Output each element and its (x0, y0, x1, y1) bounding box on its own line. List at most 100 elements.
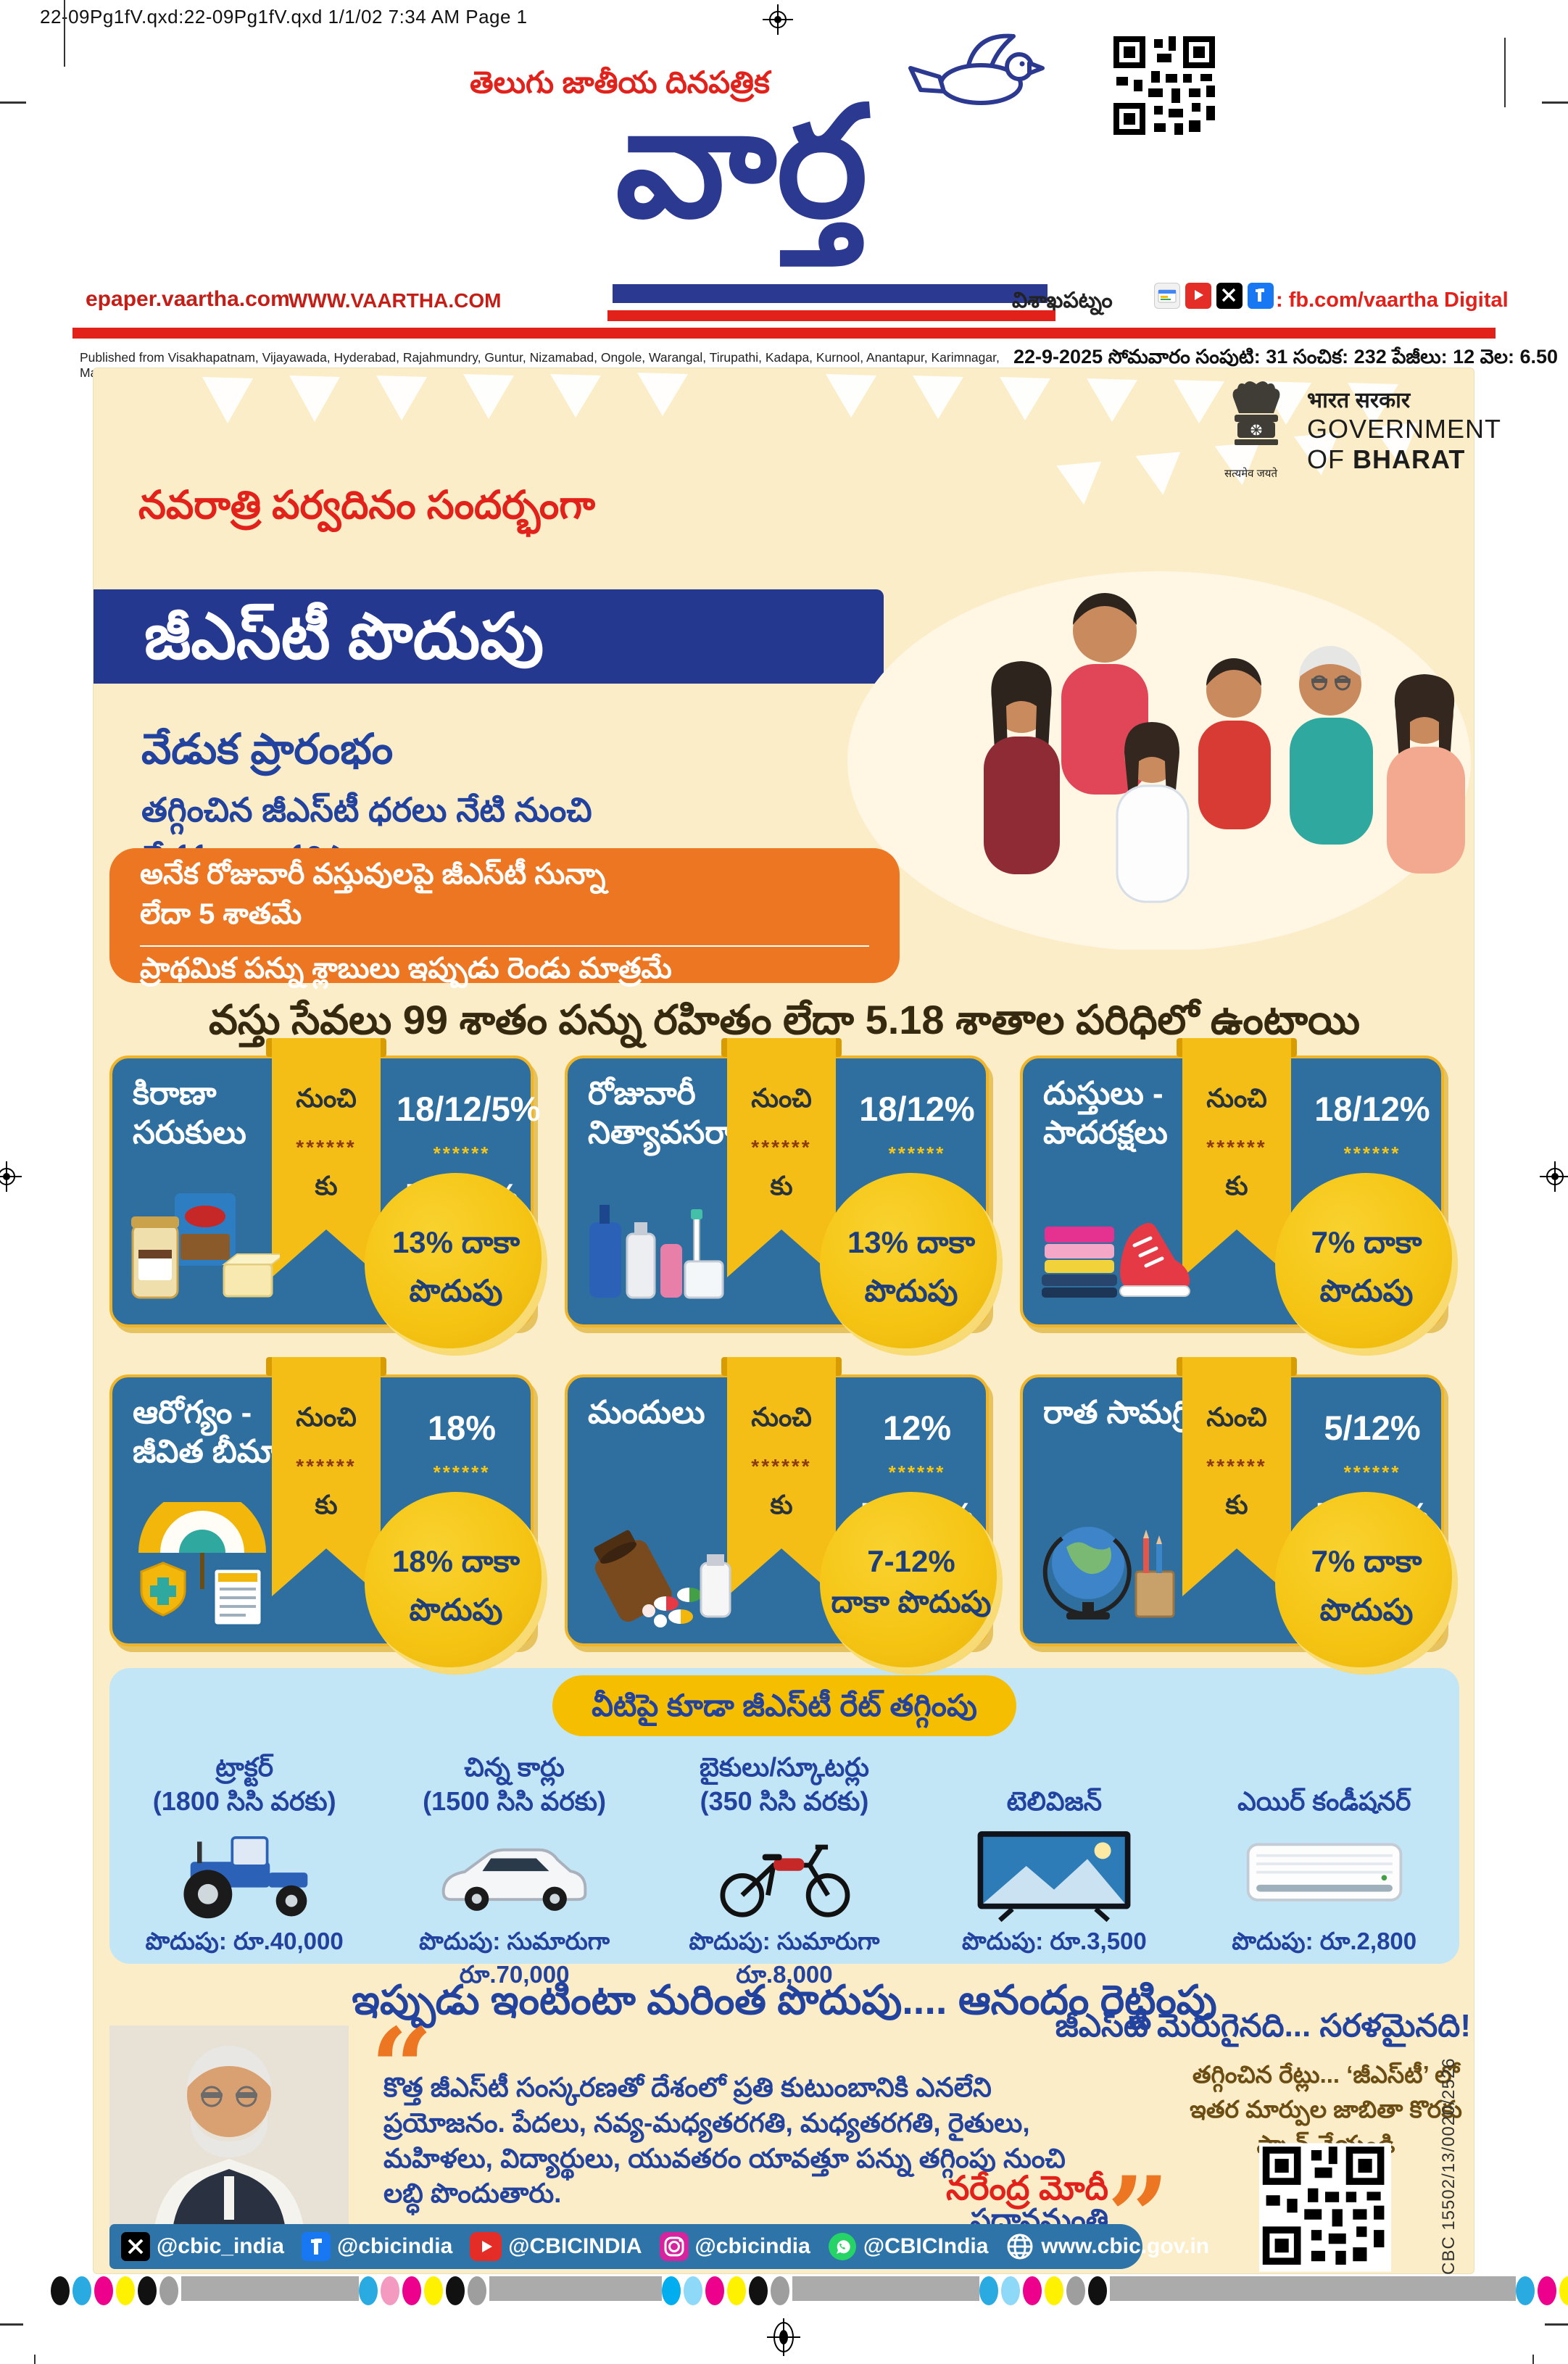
savings-amount: 7% దాకా (1311, 1225, 1422, 1259)
youtube-icon[interactable] (1185, 283, 1211, 309)
stars-divider: ****** (888, 1461, 946, 1483)
social-website[interactable]: www.cbic.gov.in (1005, 2232, 1209, 2261)
card-title: ఆరోగ్యం - (133, 1395, 252, 1430)
main-headline: వస్తు సేవలు 99 శాతం పన్ను రహితం లేదా 5.1… (208, 997, 1361, 1042)
ribbon-stars: ****** (1206, 1455, 1267, 1477)
color-registration-bar (51, 2276, 1568, 2305)
ribbon-from-label: నుంచి (1206, 1083, 1267, 1113)
vehicle-small-car: చిన్న కార్లు (1500 సిసి వరకు) పొదుపు: సుమ… (379, 1746, 649, 1988)
old-rate: 18% (427, 1409, 497, 1447)
facebook-icon[interactable] (1248, 283, 1274, 309)
instagram-icon (659, 2232, 689, 2261)
card-stationery: రాత సామగ్రి నుంచి ****** కు 5/12% ******… (1020, 1357, 1458, 1675)
gst-savings-banner: జీఎస్‌టీ పొదుపు (94, 589, 884, 684)
stars-divider: ****** (1343, 1461, 1401, 1483)
cbc-print-code: CBC 15502/13/0020/2526 (1439, 2057, 1459, 2275)
savings-amount: 7-12% (867, 1544, 955, 1578)
card-title-2: సరుకులు (133, 1114, 246, 1150)
savings-label: పొదుపు (864, 1274, 958, 1308)
government-of-bharat-block: सत्यमेव जयते भारत सरकार GOVERNMENT OF BH… (1224, 380, 1501, 481)
social-instagram[interactable]: @cbicindia (659, 2232, 810, 2261)
more-gst-cuts-section: వీటిపై కూడా జీఎస్‌టీ రేట్ తగ్గింపు ట్రాక… (109, 1668, 1459, 1988)
stars-divider: ****** (433, 1461, 491, 1483)
gst-advertisement: सत्यमेव जयते भारत सरकार GOVERNMENT OF BH… (93, 368, 1501, 2275)
registration-mark-bottom (766, 2317, 802, 2357)
facebook-page-link[interactable]: : fb.com/vaartha Digital (1276, 289, 1509, 312)
social-x[interactable]: @cbic_india (121, 2232, 284, 2261)
masthead-qr-code (1111, 33, 1221, 144)
ashoka-emblem-icon: सत्यमेव जयते (1224, 380, 1288, 481)
ribbon-from-label: నుంచి (296, 1402, 357, 1432)
item-sub: (350 సిసి వరకు) (700, 1786, 869, 1817)
crop-mark (0, 2323, 23, 2326)
card-health-life-insurance: ఆరోగ్యం - జీవిత బీమా నుంచి ****** కు 18% … (109, 1357, 547, 1675)
registration-mark-top (761, 3, 795, 36)
stars-divider: ****** (1343, 1142, 1401, 1164)
ribbon-from-label: నుంచి (296, 1083, 357, 1113)
motorcycle-icon (650, 1823, 919, 1925)
family-photo (840, 522, 1478, 953)
celebration-subtitle: వేడుక ప్రారంభం (141, 726, 394, 773)
item-sub: (1500 సిసి వరకు) (423, 1786, 606, 1817)
savings-label: పొదుపు (409, 1274, 503, 1308)
govt-english-label-2: OF (1307, 444, 1353, 474)
offer-line-1: అనేక రోజువారీ వస్తువులపై జీఎస్‌టీ సున్నా (140, 858, 606, 890)
card-title: రాత సామగ్రి (1043, 1395, 1191, 1430)
ribbon-to-label: కు (1225, 1490, 1248, 1519)
savings-badge: 7% దాకా పొదుపు (1275, 1492, 1458, 1675)
ribbon-from-label: నుంచి (1206, 1402, 1267, 1432)
social-handle: @cbicindia (694, 2234, 810, 2258)
whatsapp-icon (828, 2233, 856, 2260)
ribbon-stars: ****** (751, 1136, 812, 1158)
x-icon[interactable] (1216, 283, 1243, 309)
newspaper-tagline: తెలుగు జాతీయ దినపత్రిక (470, 65, 770, 99)
globe-icon (1007, 2234, 1033, 2260)
bottom-tagline: ఇప్పుడు ఇంటింటా మరింత పొదుపు.... ఆనందం ర… (352, 1977, 1217, 2023)
section-title-pill: వీటిపై కూడా జీఎస్‌టీ రేట్ తగ్గింపు (552, 1675, 1016, 1736)
insurance-illustration (124, 1489, 280, 1636)
social-handle: @cbicindia (336, 2234, 453, 2258)
savings-label: పొదుపు (1319, 1274, 1414, 1308)
website-link[interactable]: WWW.VAARTHA.COM (289, 289, 502, 312)
epaper-link[interactable]: epaper.vaartha.com (86, 287, 290, 311)
item-saving: పొదుపు: సుమారుగా రూ.8,000 (689, 1928, 880, 1988)
crop-mark (1545, 2323, 1568, 2326)
registration-mark-left (0, 1160, 23, 1193)
card-title: మందులు (588, 1395, 705, 1430)
registration-mark-right (1538, 1160, 1568, 1193)
crop-mark (1532, 2355, 1534, 2364)
pm-photo (109, 2025, 349, 2241)
crop-mark (34, 2355, 36, 2364)
television-icon (919, 1823, 1189, 1925)
savings-amount: 13% దాకా (847, 1225, 976, 1259)
social-facebook[interactable]: @cbicindia (301, 2232, 453, 2261)
item-saving: పొదుపు: సుమారుగా రూ.70,000 (419, 1928, 610, 1988)
savings-badge: 7-12% దాకా పొదుపు (820, 1492, 1003, 1675)
card-medicines: మందులు నుంచి ****** కు 12% ****** NIL/5% (565, 1357, 1003, 1675)
card-title: రోజువారీ (588, 1076, 696, 1111)
item-name: ట్రాక్టర్ (215, 1752, 274, 1783)
savings-badge: 13% దాకా పొదుపు (820, 1173, 1003, 1356)
offer-line-2: లేదా 5 శాతమే (140, 898, 302, 930)
crop-mark (1504, 38, 1506, 107)
ribbon-from-label: నుంచి (751, 1402, 812, 1432)
pm-quote-text: కొత్త జీఎస్‌టీ సంస్కరణతో దేశంలో ప్రతి కు… (383, 2073, 1066, 2209)
vehicle-bike-scooter: బైకులు/స్కూటర్లు (350 సిసి వరకు) పొదుపు: … (650, 1746, 919, 1988)
google-news-icon[interactable] (1154, 283, 1180, 309)
rate-ribbon: నుంచి ****** కు (727, 1038, 836, 1277)
social-youtube[interactable]: @CBICINDIA (470, 2232, 642, 2261)
quote-author: నరేంద్ర మోదీ (945, 2169, 1108, 2207)
card-title-2: జీవిత బీమా (133, 1433, 281, 1469)
dove-icon (905, 29, 1061, 123)
car-icon (379, 1823, 649, 1925)
offer-line-3: ప్రాథమిక పన్ను శ్లాబులు ఇప్పుడు రెండు మా… (140, 953, 672, 984)
govt-english-label-3: BHARAT (1353, 444, 1466, 474)
crop-mark (1542, 101, 1568, 104)
vehicle-television: టెలివిజన్ పొదుపు: రూ.3,500 (919, 1746, 1189, 1964)
old-rate: 18/12% (859, 1090, 975, 1128)
item-sub: (1800 సిసి వరకు) (152, 1786, 336, 1817)
savings-label: పొదుపు (1319, 1593, 1414, 1627)
scan-line-2: ఇతర మార్పుల జాబితా కొరకు (1190, 2095, 1462, 2123)
gst-savings-banner-text: జీఎస్‌టీ పొదుపు (144, 600, 544, 672)
social-whatsapp[interactable]: @CBICIndia (828, 2232, 988, 2261)
